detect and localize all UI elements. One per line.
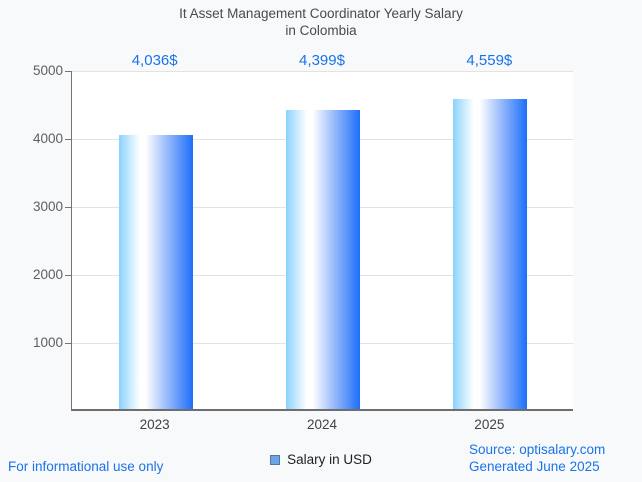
x-axis-label-2025: 2025 <box>474 417 505 432</box>
source-attribution: Source: optisalary.com Generated June 20… <box>469 441 605 475</box>
plot-area <box>71 71 573 411</box>
generated-line: Generated June 2025 <box>469 459 600 474</box>
y-axis-tick-2000 <box>65 275 71 276</box>
y-axis-tick-5000 <box>65 71 71 72</box>
chart-title-line1: It Asset Management Coordinator Yearly S… <box>179 6 463 21</box>
informational-note: For informational use only <box>8 459 164 474</box>
bar-2023[interactable] <box>118 134 193 409</box>
value-label-2025: 4,559$ <box>466 52 513 69</box>
y-axis-label-5000: 5000 <box>32 63 63 78</box>
y-axis-tick-4000 <box>65 139 71 140</box>
legend-swatch-icon <box>270 454 281 465</box>
y-axis-label-4000: 4000 <box>32 131 63 146</box>
source-line: Source: optisalary.com <box>469 442 606 457</box>
x-axis-label-2024: 2024 <box>306 417 338 432</box>
y-axis-tick-1000 <box>65 343 71 344</box>
value-label-2024: 4,399$ <box>299 52 345 69</box>
bar-2024[interactable] <box>286 109 360 409</box>
x-axis-label-2023: 2023 <box>139 417 170 432</box>
y-axis-label-3000: 3000 <box>32 199 63 214</box>
y-axis-label-1000: 1000 <box>32 335 63 350</box>
value-label-2023: 4,036$ <box>131 52 178 69</box>
legend-label: Salary in USD <box>287 452 372 467</box>
gridline-5000 <box>72 71 573 72</box>
y-axis-tick-3000 <box>65 207 71 208</box>
chart-legend: Salary in USD <box>0 452 642 467</box>
y-axis-label-2000: 2000 <box>32 267 63 282</box>
bar-2025[interactable] <box>453 99 528 409</box>
chart-title-line2: in Colombia <box>285 23 357 38</box>
